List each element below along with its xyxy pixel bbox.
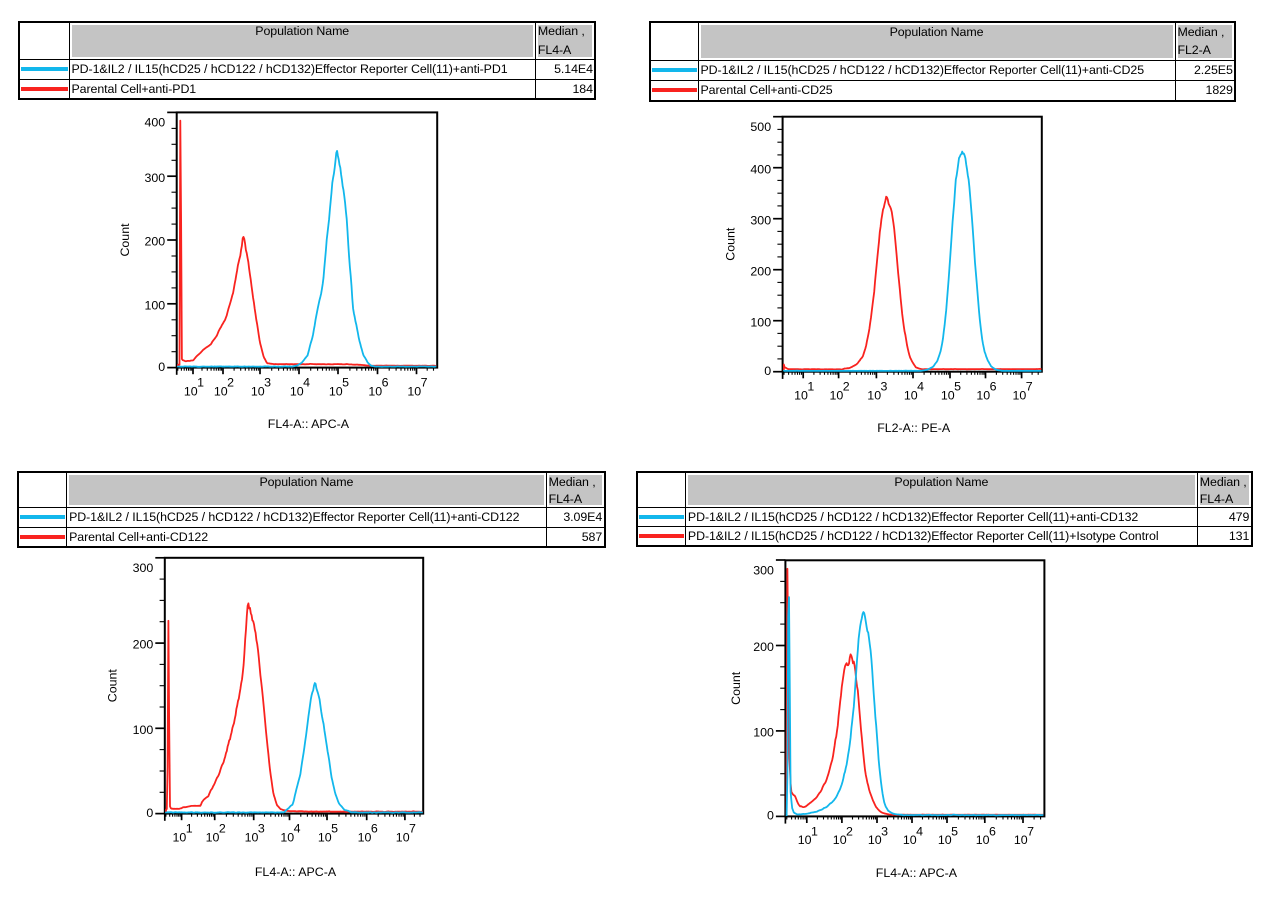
svg-text:Count: Count [723,227,737,261]
svg-text:7: 7 [421,376,428,390]
svg-text:200: 200 [753,640,774,654]
svg-text:10: 10 [938,833,952,847]
svg-text:6: 6 [989,824,996,838]
svg-text:10: 10 [868,833,882,847]
svg-text:5: 5 [954,380,961,394]
svg-text:10: 10 [184,384,198,398]
svg-text:6: 6 [371,822,378,836]
svg-text:2: 2 [219,822,226,836]
svg-text:10: 10 [245,830,259,844]
svg-text:7: 7 [1027,824,1034,838]
svg-text:5: 5 [331,822,338,836]
svg-text:500: 500 [750,120,771,134]
svg-text:10: 10 [318,830,332,844]
svg-text:10: 10 [904,388,918,402]
svg-text:100: 100 [145,298,166,312]
svg-text:10: 10 [833,833,847,847]
svg-text:10: 10 [798,833,812,847]
svg-text:300: 300 [750,213,771,227]
svg-text:1: 1 [186,822,193,836]
svg-text:4: 4 [294,822,301,836]
svg-text:Count: Count [729,671,743,705]
svg-text:10: 10 [976,833,990,847]
svg-text:10: 10 [173,830,187,844]
svg-text:7: 7 [409,822,416,836]
svg-text:7: 7 [1026,380,1033,394]
svg-text:2: 2 [846,824,853,838]
svg-text:3: 3 [881,824,888,838]
svg-text:2: 2 [227,376,234,390]
svg-text:5: 5 [342,376,349,390]
svg-text:0: 0 [158,360,165,374]
svg-text:3: 3 [264,376,271,390]
svg-text:1: 1 [807,380,814,394]
svg-text:10: 10 [290,384,304,398]
svg-text:10: 10 [368,384,382,398]
svg-text:10: 10 [941,388,955,402]
svg-text:FL4-A:: APC-A: FL4-A:: APC-A [255,865,337,879]
svg-text:5: 5 [951,824,958,838]
svg-text:3: 3 [881,380,888,394]
svg-text:10: 10 [976,388,990,402]
svg-text:6: 6 [382,376,389,390]
svg-text:10: 10 [1013,388,1027,402]
svg-text:10: 10 [280,830,294,844]
svg-text:300: 300 [753,564,774,578]
svg-text:200: 200 [145,235,166,249]
svg-text:0: 0 [146,806,153,820]
svg-text:10: 10 [794,388,808,402]
svg-text:100: 100 [753,726,774,740]
svg-text:4: 4 [303,376,310,390]
svg-text:400: 400 [145,116,166,130]
svg-text:10: 10 [251,384,265,398]
svg-text:10: 10 [867,388,881,402]
svg-text:10: 10 [830,388,844,402]
svg-text:10: 10 [214,384,228,398]
svg-text:Count: Count [105,669,119,703]
svg-text:10: 10 [396,830,410,844]
svg-text:300: 300 [133,561,154,575]
svg-text:10: 10 [1014,833,1028,847]
svg-text:FL4-A:: APC-A: FL4-A:: APC-A [876,866,958,880]
svg-text:4: 4 [917,380,924,394]
svg-text:10: 10 [358,830,372,844]
svg-text:200: 200 [750,264,771,278]
svg-text:3: 3 [258,822,265,836]
svg-text:100: 100 [750,315,771,329]
svg-text:1: 1 [811,824,818,838]
svg-text:10: 10 [903,833,917,847]
svg-text:1: 1 [197,376,204,390]
svg-text:200: 200 [133,638,154,652]
svg-text:0: 0 [767,809,774,823]
svg-text:6: 6 [990,380,997,394]
svg-text:2: 2 [843,380,850,394]
svg-text:400: 400 [750,162,771,176]
svg-text:10: 10 [407,384,421,398]
svg-text:Count: Count [118,223,132,257]
svg-text:FL4-A:: APC-A: FL4-A:: APC-A [268,417,350,431]
svg-text:100: 100 [133,723,154,737]
svg-text:10: 10 [329,384,343,398]
svg-text:FL2-A:: PE-A: FL2-A:: PE-A [877,421,951,435]
svg-text:0: 0 [764,364,771,378]
svg-text:300: 300 [145,171,166,185]
svg-text:10: 10 [206,830,220,844]
svg-text:4: 4 [916,824,923,838]
